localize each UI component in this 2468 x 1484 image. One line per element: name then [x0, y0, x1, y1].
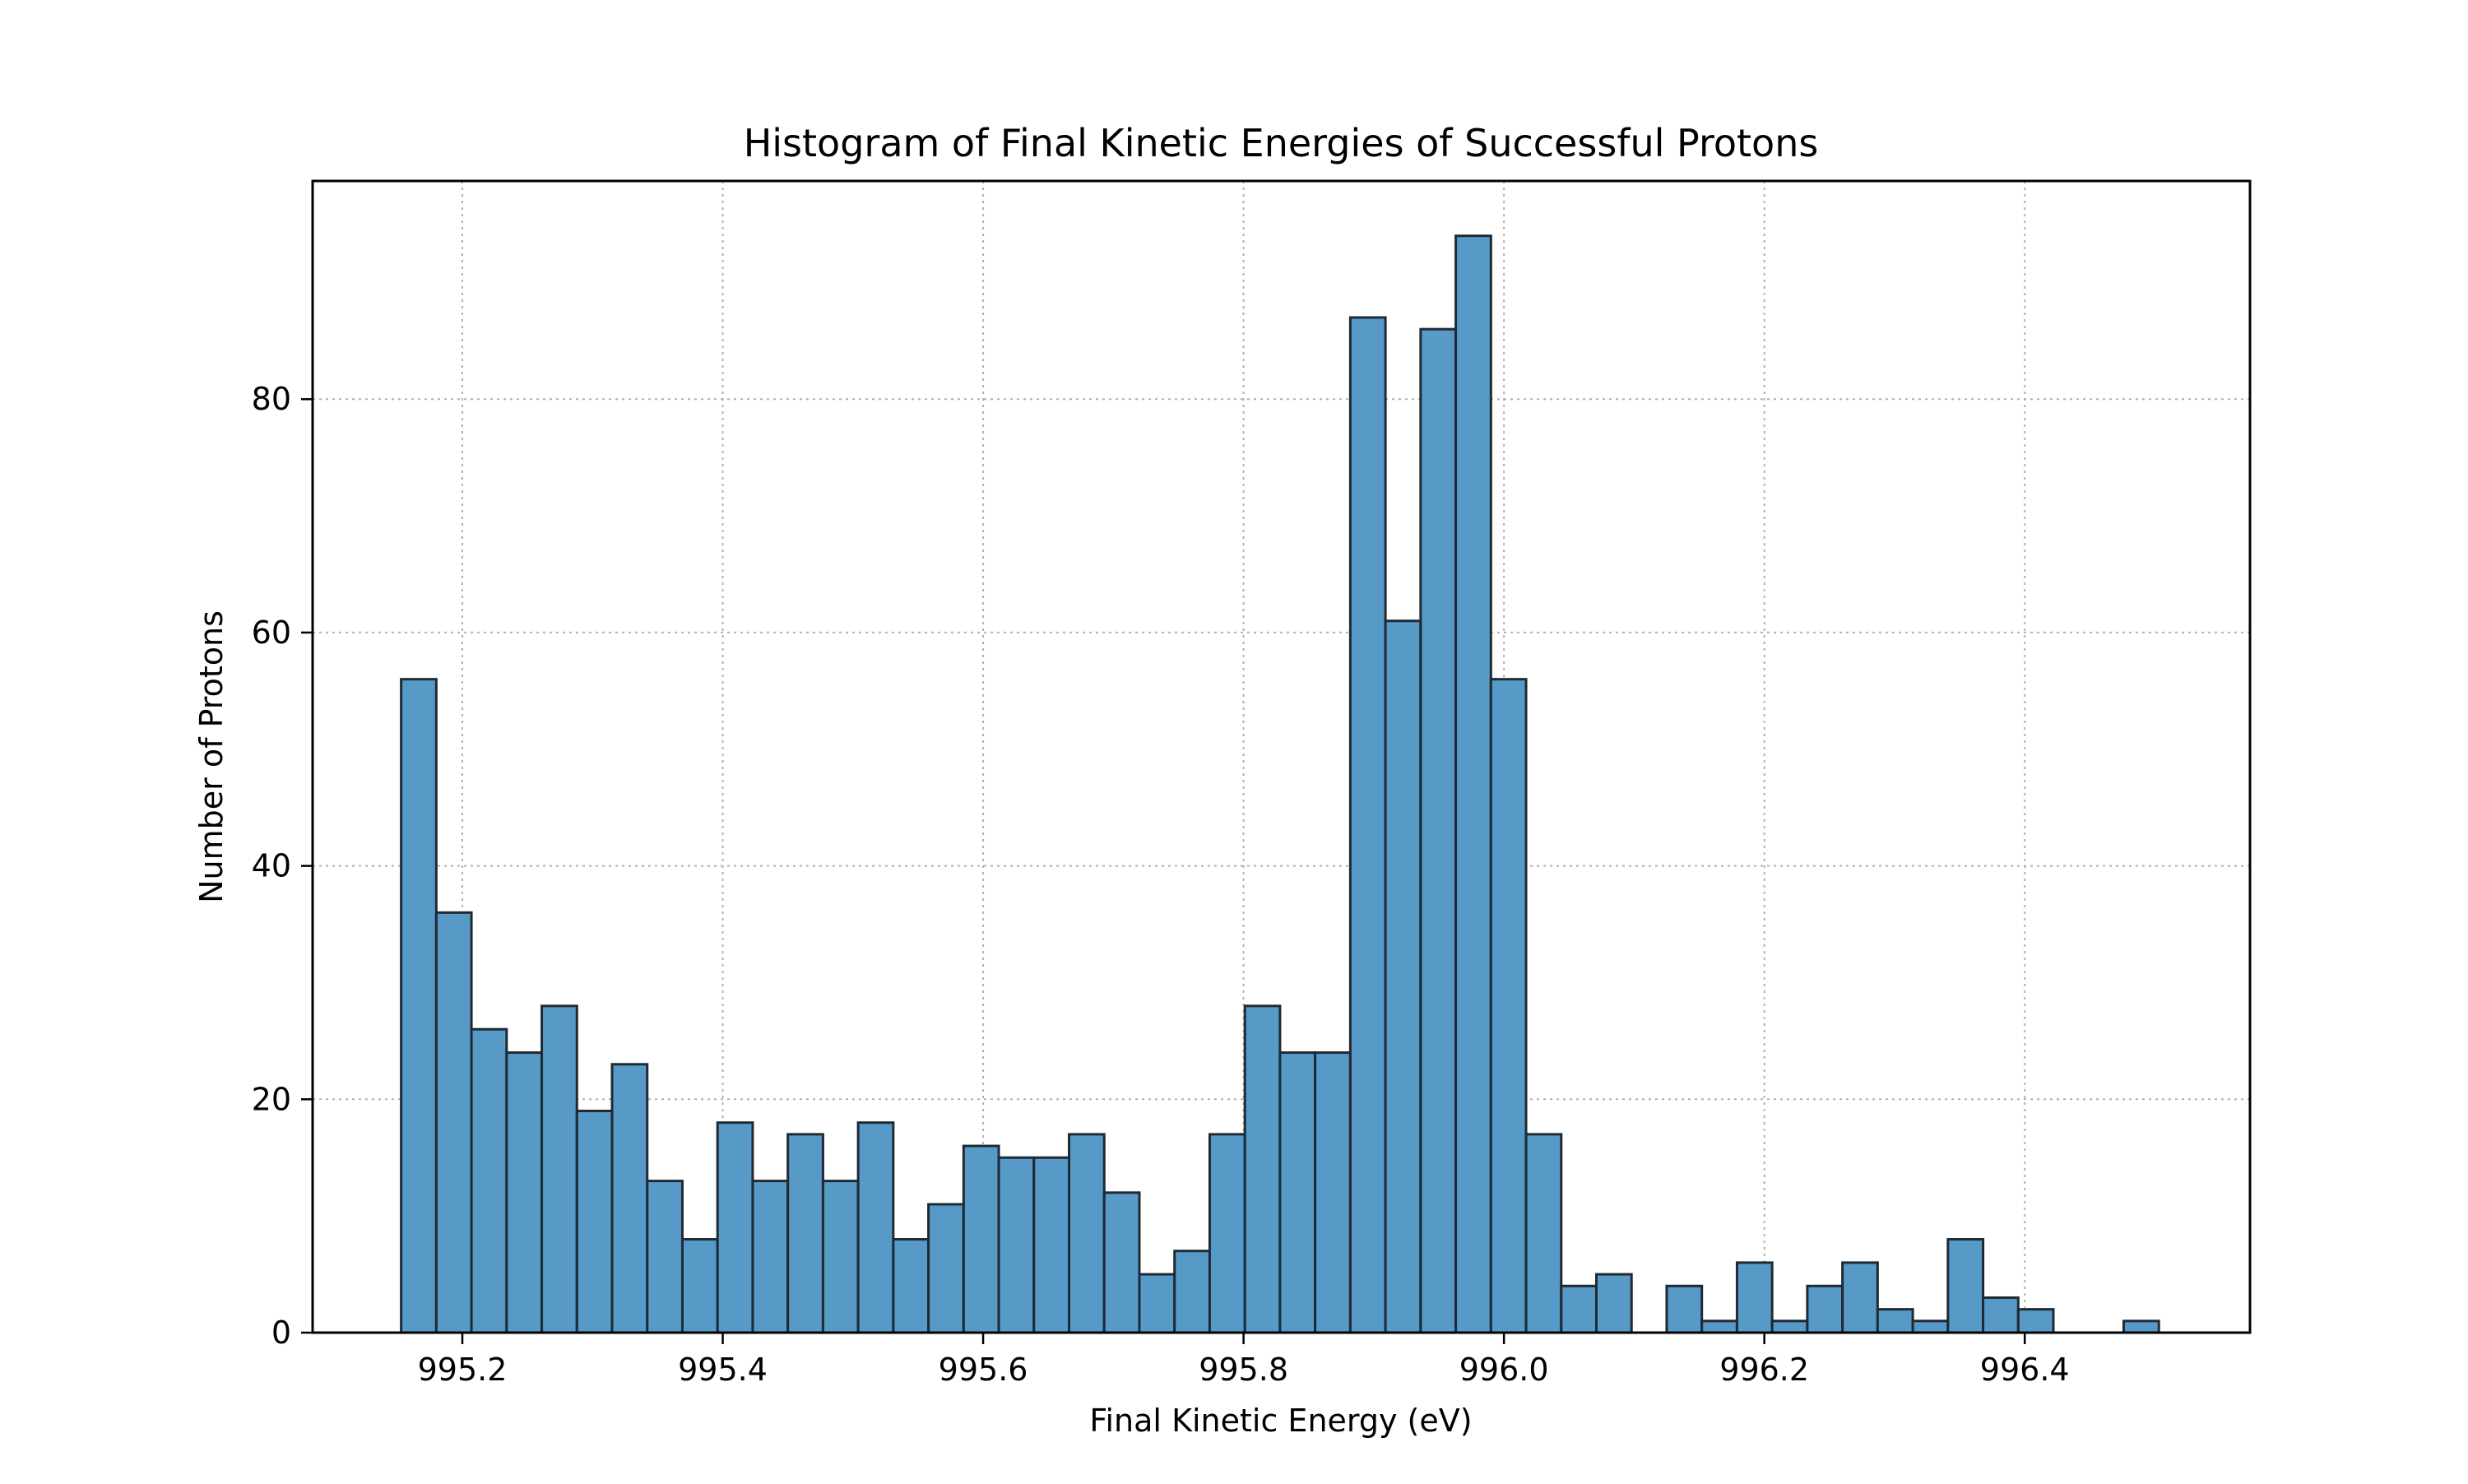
histogram-bar — [2122, 1319, 2160, 1334]
histogram-bar — [716, 1121, 754, 1334]
histogram-bar — [1454, 234, 1492, 1334]
histogram-bar — [856, 1121, 895, 1334]
histogram-bar — [1348, 316, 1387, 1334]
histogram-bar — [434, 911, 473, 1334]
x-tick-label: 996.2 — [1719, 1352, 1809, 1388]
histogram-bar — [1068, 1133, 1106, 1334]
histogram-bar — [1524, 1133, 1563, 1334]
histogram-bar — [400, 678, 438, 1334]
histogram-bar — [927, 1203, 965, 1334]
histogram-bar — [786, 1133, 824, 1334]
histogram-bar — [1173, 1250, 1211, 1334]
histogram-bar — [1278, 1051, 1317, 1334]
histogram-bar — [1489, 678, 1528, 1334]
histogram-bar — [821, 1180, 860, 1334]
x-tick-label: 995.2 — [418, 1352, 508, 1388]
histogram-bar — [1560, 1284, 1598, 1334]
histogram-bar — [997, 1156, 1036, 1334]
histogram-bar — [1665, 1284, 1704, 1334]
x-tick-label: 995.4 — [678, 1352, 768, 1388]
x-axis-ticks: 995.2 995.4 995.6 995.8 996.0 996.2 996.4 — [418, 1333, 2070, 1388]
y-tick-label: 20 — [252, 1081, 291, 1117]
histogram-bar — [1876, 1308, 1914, 1334]
chart-title: Histogram of Final Kinetic Energies of S… — [744, 121, 1819, 165]
histogram-bar — [575, 1109, 614, 1334]
histogram-bars — [400, 234, 2160, 1334]
y-tick-label: 80 — [252, 381, 291, 417]
histogram-bar — [540, 1004, 578, 1334]
histogram-bar — [1806, 1284, 1844, 1334]
histogram-bar — [610, 1063, 649, 1334]
x-axis-label: Final Kinetic Energy (eV) — [1089, 1403, 1472, 1439]
histogram-bar — [680, 1238, 719, 1334]
histogram-bar — [1595, 1273, 1633, 1334]
histogram-bar — [1032, 1156, 1071, 1334]
y-tick-label: 40 — [252, 848, 291, 884]
histogram-bar — [892, 1238, 930, 1334]
histogram-bar — [1946, 1238, 1985, 1334]
histogram-bar — [505, 1051, 544, 1334]
histogram-bar — [646, 1180, 684, 1334]
histogram-bar — [1911, 1319, 1950, 1334]
histogram-bar — [962, 1144, 1000, 1334]
histogram-bar — [1419, 327, 1458, 1334]
histogram-bar — [1208, 1133, 1246, 1334]
histogram-bar — [1138, 1273, 1176, 1334]
y-tick-label: 0 — [271, 1315, 291, 1351]
histogram-bar — [1770, 1319, 1809, 1334]
x-tick-label: 996.0 — [1459, 1352, 1549, 1388]
y-axis-ticks: 0 20 40 60 80 — [252, 381, 313, 1351]
histogram-bar — [2016, 1308, 2055, 1334]
histogram-bar — [1102, 1191, 1141, 1334]
x-tick-label: 996.4 — [1980, 1352, 2070, 1388]
x-tick-label: 995.8 — [1199, 1352, 1288, 1388]
histogram-bar — [1243, 1004, 1282, 1334]
histogram-bar — [1735, 1261, 1774, 1334]
histogram-bar — [1384, 619, 1422, 1334]
histogram-bar — [1841, 1261, 1879, 1334]
x-tick-label: 995.6 — [939, 1352, 1028, 1388]
y-axis-label: Number of Protons — [193, 610, 230, 903]
histogram-bar — [1982, 1296, 2020, 1334]
histogram-bar — [751, 1180, 790, 1334]
y-tick-label: 60 — [252, 614, 291, 651]
histogram-bar — [1700, 1319, 1738, 1334]
plot-frame — [311, 179, 2252, 1334]
histogram-bar — [470, 1027, 508, 1334]
histogram-bar — [1314, 1051, 1352, 1334]
